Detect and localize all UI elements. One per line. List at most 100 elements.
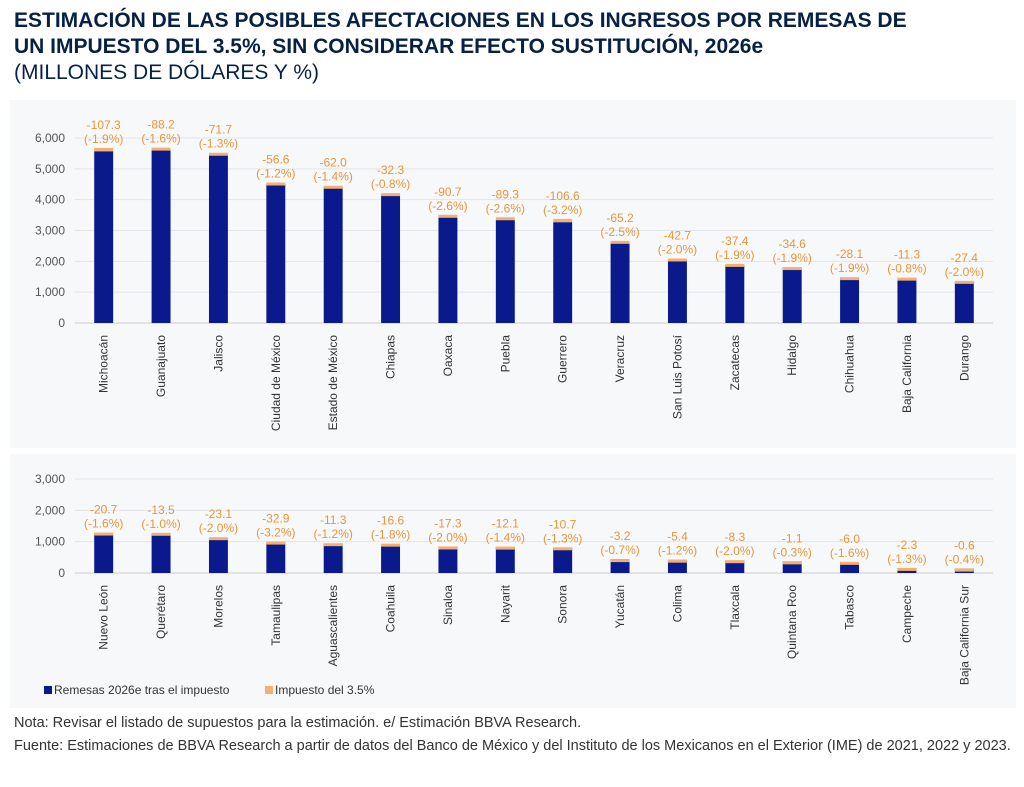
bar-tax <box>782 561 802 565</box>
title-line-1: ESTIMACIÓN DE LAS POSIBLES AFECTACIONES … <box>14 9 907 32</box>
x-tick-label: Chihuahua <box>843 335 857 393</box>
data-label-value: -2.3 <box>897 538 918 552</box>
x-tick-label: Oaxaca <box>441 335 455 377</box>
bar-after-tax <box>897 277 917 323</box>
bar-tax <box>438 546 458 550</box>
bar-after-tax <box>667 259 687 323</box>
data-label-pct: (-1.4%) <box>314 170 353 184</box>
bar-tax <box>954 568 974 572</box>
bar-after-tax <box>323 543 343 573</box>
bar-tax <box>495 546 515 550</box>
x-tick-label: Durango <box>957 335 971 381</box>
data-label-pct: (-1.2%) <box>658 544 697 558</box>
x-tick-label: Baja California <box>900 335 914 413</box>
data-label-pct: (-1.8%) <box>371 528 410 542</box>
bar-after-tax <box>495 546 515 573</box>
bar-tax <box>151 147 171 151</box>
data-label-pct: (-1.9%) <box>84 132 123 146</box>
x-tick-label: Guanajuato <box>154 335 168 397</box>
bar-tax <box>553 547 573 551</box>
y-tick-label: 1,000 <box>35 535 65 549</box>
bar-tax <box>782 267 802 271</box>
x-tick-label: Estado de México <box>326 335 340 431</box>
data-label-pct: (-1.3%) <box>887 552 926 566</box>
x-tick-label: Yucatán <box>613 585 627 628</box>
y-tick-label: 3,000 <box>35 224 65 238</box>
data-label-pct: (-2.0%) <box>428 530 467 544</box>
bar-tax <box>381 193 401 197</box>
bar-tax <box>438 214 458 218</box>
x-tick-label: San Luis Potosí <box>670 334 684 419</box>
bar-after-tax <box>94 151 114 323</box>
bar-tax <box>323 185 343 189</box>
x-tick-label: Colima <box>670 585 684 623</box>
data-label-pct: (-1.3%) <box>543 531 582 545</box>
x-tick-label: Guerrero <box>556 335 570 383</box>
bar-after-tax <box>954 281 974 323</box>
bar-tax <box>553 218 573 223</box>
data-label-pct: (-2.6%) <box>428 199 467 213</box>
chart-title: ESTIMACIÓN DE LAS POSIBLES AFECTACIONES … <box>14 8 1014 86</box>
x-tick-label: Nuevo León <box>97 585 111 650</box>
bar-after-tax <box>782 268 802 323</box>
bar-after-tax <box>610 559 630 573</box>
chart-subtitle: (MILLONES DE DÓLARES Y %) <box>14 61 319 84</box>
data-label-pct: (-1.3%) <box>199 137 238 151</box>
x-tick-label: Michoacán <box>97 335 111 393</box>
bar-after-tax <box>438 546 458 573</box>
x-tick-label: Tabasco <box>843 585 857 630</box>
bar-tax <box>266 182 286 186</box>
data-label-pct: (-1.4%) <box>486 531 525 545</box>
legend-swatch-tax <box>265 686 273 694</box>
bar-tax <box>667 258 687 262</box>
data-label-value: -8.3 <box>724 530 745 544</box>
bar-tax <box>725 560 745 564</box>
data-label-value: -17.3 <box>434 516 462 530</box>
x-tick-label: Tlaxcala <box>728 585 742 630</box>
bar-after-tax <box>266 542 286 573</box>
notes: Nota: Revisar el listado de supuestos pa… <box>14 712 1014 758</box>
legend-swatch-after-tax <box>44 686 52 694</box>
x-tick-label: Hidalgo <box>785 335 799 376</box>
x-tick-label: Morelos <box>211 585 225 628</box>
bar-after-tax <box>667 559 687 573</box>
data-label-value: -89.3 <box>492 187 520 201</box>
data-label-value: -23.1 <box>205 507 233 521</box>
data-label-pct: (-3.2%) <box>256 526 295 540</box>
bar-tax <box>94 147 114 152</box>
data-label-pct: (-3.2%) <box>543 203 582 217</box>
x-tick-label: Puebla <box>498 335 512 373</box>
data-label-pct: (-2.0%) <box>658 242 697 256</box>
legend-label-after-tax: Remesas 2026e tras el impuesto <box>54 683 230 697</box>
data-label-pct: (-1.9%) <box>830 261 869 275</box>
x-tick-label: Quintana Roo <box>785 585 799 659</box>
bar-after-tax <box>840 277 860 323</box>
x-tick-label: Jalisco <box>211 335 225 372</box>
bar-after-tax <box>553 222 573 323</box>
data-label-value: -13.5 <box>147 503 175 517</box>
bar-after-tax <box>725 560 745 573</box>
bar-after-tax <box>610 242 630 323</box>
data-label-pct: (-2.0%) <box>199 521 238 535</box>
bar-after-tax <box>438 217 458 323</box>
bar-after-tax <box>151 150 171 323</box>
bar-after-tax <box>323 187 343 323</box>
x-tick-label: Veracruz <box>613 335 627 382</box>
data-label-pct: (-0.8%) <box>887 262 926 276</box>
bar-after-tax <box>725 265 745 323</box>
x-tick-label: Chiapas <box>384 335 398 379</box>
bar-after-tax <box>381 544 401 573</box>
top-chart: 01,0002,0003,0004,0005,0006,000-107.3(-1… <box>35 118 993 431</box>
data-label-value: -71.7 <box>205 123 233 137</box>
bar-tax <box>725 263 745 267</box>
data-label-pct: (-1.9%) <box>773 251 812 265</box>
data-label-pct: (-1.6%) <box>84 517 123 531</box>
data-label-value: -56.6 <box>262 153 290 167</box>
bar-after-tax <box>782 561 802 573</box>
data-label-value: -90.7 <box>434 185 462 199</box>
data-label-value: -1.1 <box>782 531 803 545</box>
bar-after-tax <box>553 547 573 573</box>
bar-tax <box>667 559 687 563</box>
bar-tax <box>897 277 917 281</box>
